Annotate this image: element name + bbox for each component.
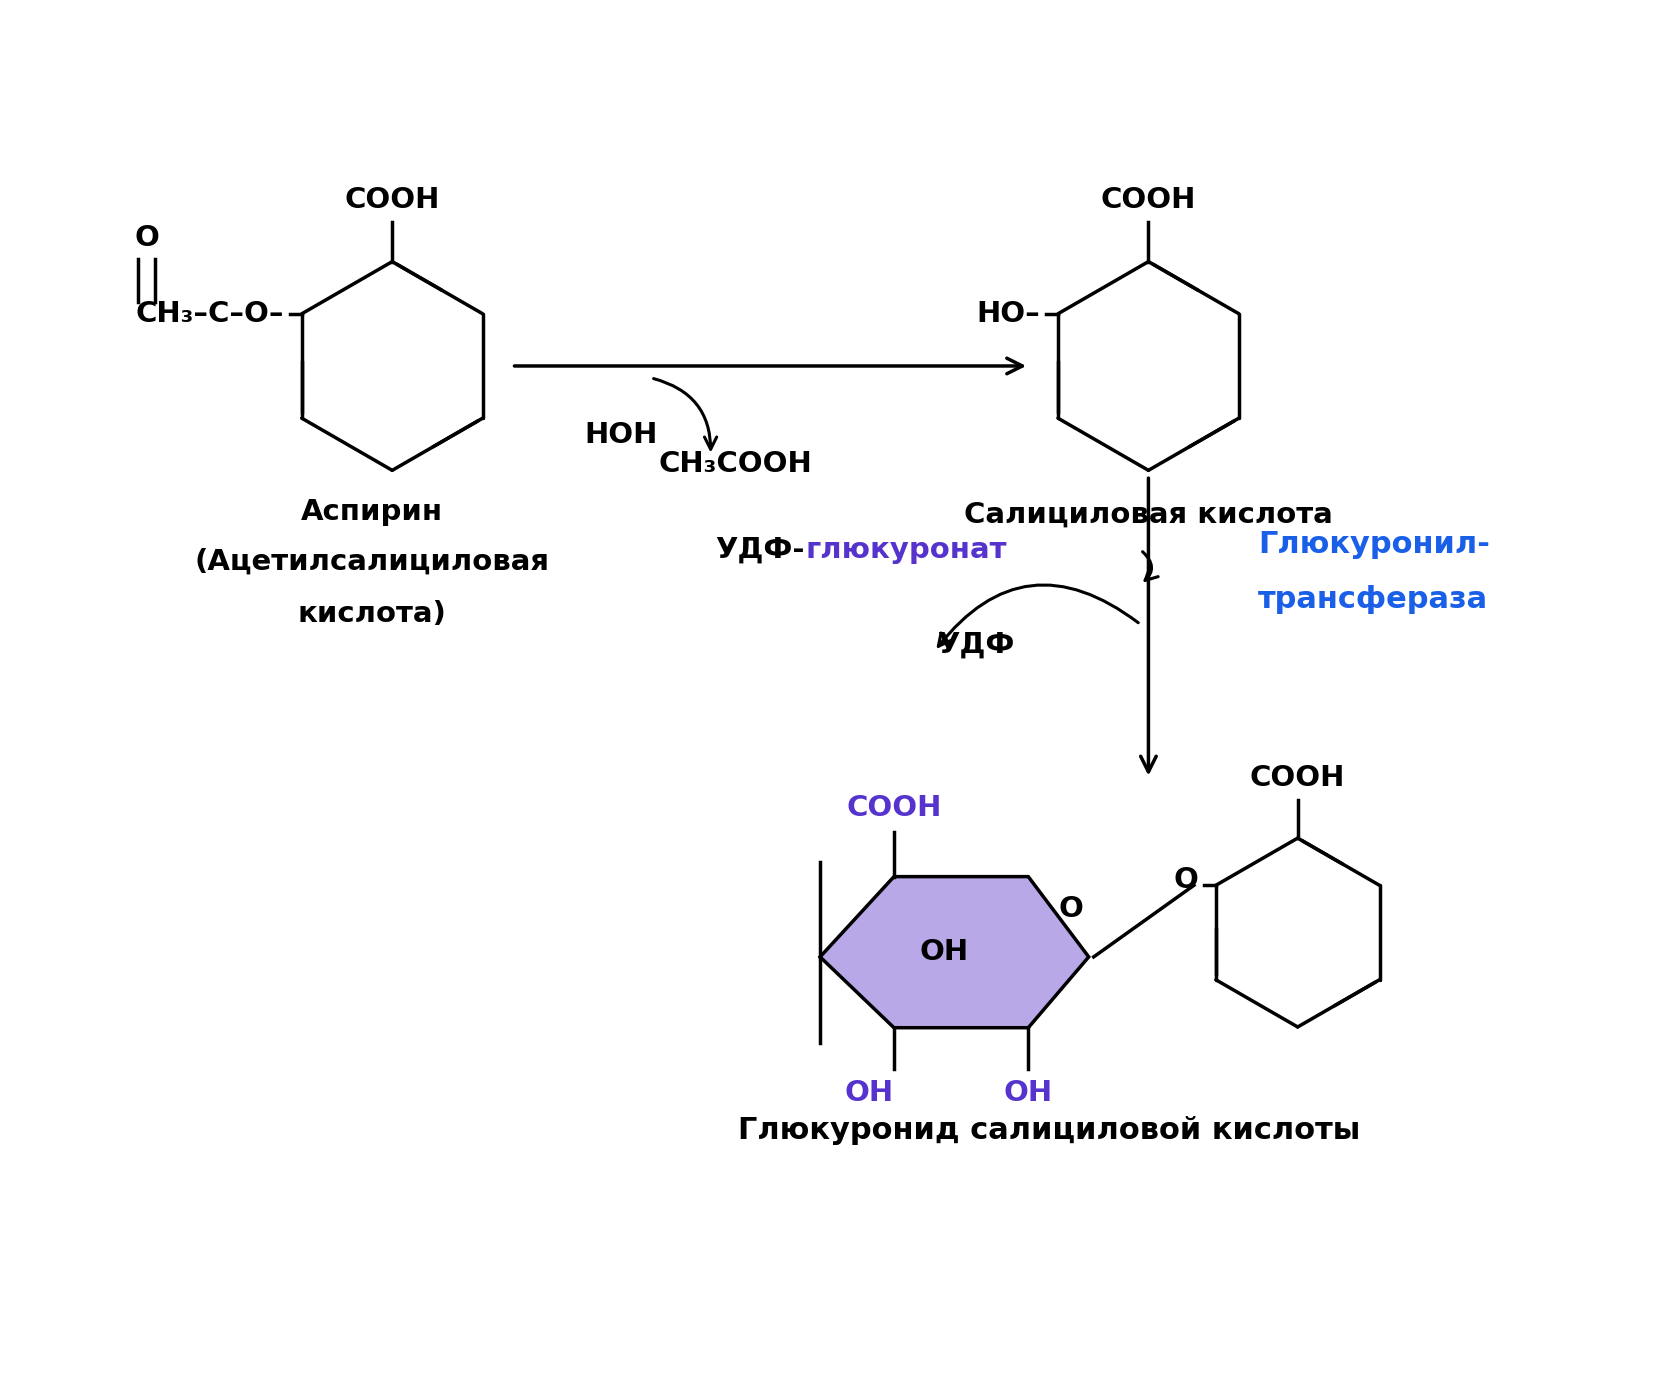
Text: O: O bbox=[1173, 866, 1198, 894]
Text: OH: OH bbox=[921, 938, 969, 966]
Text: трансфераза: трансфераза bbox=[1258, 585, 1487, 614]
Text: COOH: COOH bbox=[846, 794, 942, 822]
Text: Аспирин: Аспирин bbox=[301, 498, 443, 526]
Text: Глюкуронил-: Глюкуронил- bbox=[1258, 530, 1491, 559]
Text: OH: OH bbox=[1004, 1080, 1053, 1107]
Text: O: O bbox=[134, 224, 159, 252]
Text: HOH: HOH bbox=[585, 421, 658, 448]
Text: (Ацетилсалициловая: (Ацетилсалициловая bbox=[196, 548, 550, 576]
Polygon shape bbox=[820, 876, 1089, 1028]
Text: УДФ: УДФ bbox=[937, 630, 1014, 659]
Text: HO–: HO– bbox=[976, 300, 1039, 328]
Text: глюкуронат: глюкуронат bbox=[805, 536, 1006, 563]
Text: O: O bbox=[1058, 895, 1083, 923]
Text: Салициловая кислота: Салициловая кислота bbox=[964, 500, 1333, 529]
Text: COOH: COOH bbox=[1250, 764, 1345, 793]
Text: CH₃COOH: CH₃COOH bbox=[658, 450, 812, 479]
Text: COOH: COOH bbox=[1101, 185, 1196, 215]
Text: COOH: COOH bbox=[344, 185, 439, 215]
Text: кислота): кислота) bbox=[297, 599, 446, 627]
Text: УДФ-: УДФ- bbox=[715, 536, 805, 563]
Text: Глюкуронид салициловой кислоты: Глюкуронид салициловой кислоты bbox=[737, 1117, 1360, 1146]
Text: OH: OH bbox=[844, 1080, 894, 1107]
Text: CH₃–C–O–: CH₃–C–O– bbox=[135, 300, 284, 328]
